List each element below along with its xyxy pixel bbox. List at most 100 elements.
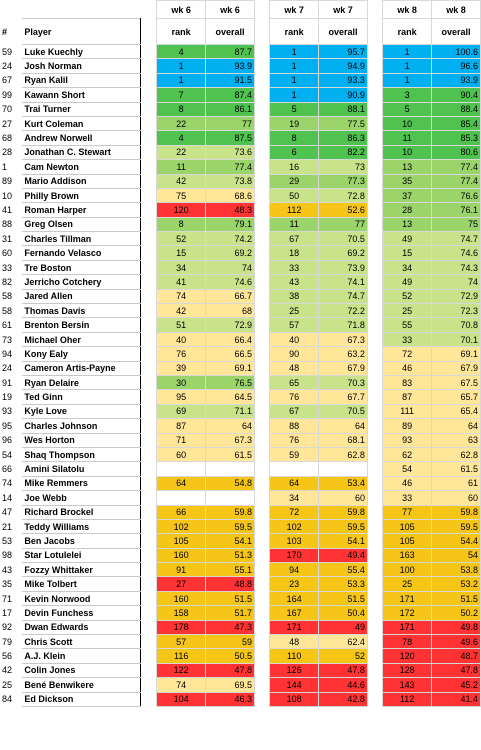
blank-cell — [254, 217, 270, 232]
wk7-rank-week-header: wk 7 — [269, 0, 320, 19]
table-row: 27 Kurt Coleman 22 77 19 77.5 10 85.4 — [0, 115, 481, 132]
wk8-overall-cell: 49.6 — [431, 634, 481, 650]
jersey-number-cell: 96 — [2, 435, 13, 446]
jersey-number-cell: 24 — [2, 61, 13, 72]
blank-cell — [254, 692, 270, 707]
blank-cell — [367, 174, 383, 189]
blank-cell — [254, 116, 270, 131]
wk6-rank-cell: 74 — [156, 288, 207, 305]
wk7-rank-cell: 18 — [269, 245, 320, 261]
wk8-rank-cell: 15 — [382, 245, 433, 261]
wk7-rank-cell: 19 — [269, 115, 320, 132]
wk8-rank-cell: 54 — [382, 461, 433, 477]
blank-cell — [254, 476, 270, 491]
blank-cell — [254, 605, 270, 621]
jersey-number-cell: 54 — [2, 449, 13, 460]
wk6-overall-cell: 55.1 — [205, 562, 255, 578]
wk6-rank-cell — [156, 461, 207, 477]
wk8-overall-cell: 70.1 — [431, 331, 481, 348]
blank-cell — [140, 18, 157, 45]
blank-cell — [254, 663, 270, 678]
wk8-rank-cell: 10 — [382, 144, 433, 161]
wk8-overall-cell: 72.3 — [431, 303, 481, 319]
blank-cell — [254, 533, 270, 549]
wk7-overall-cell: 69.2 — [318, 245, 368, 261]
player-name-cell: Ryan Delaire — [22, 374, 141, 391]
blank-cell — [140, 130, 157, 146]
wk7-rank-cell: 40 — [269, 331, 320, 348]
jersey-number-cell: 21 — [2, 521, 13, 532]
blank-cell — [140, 562, 157, 577]
wk6-rank-cell: 60 — [156, 446, 207, 463]
wk8-rank-header: rank — [382, 18, 433, 45]
blank-cell — [140, 361, 157, 376]
wk7-overall-cell: 67.3 — [318, 331, 368, 348]
jersey-number-cell: 56 — [2, 651, 13, 662]
jersey-number-cell: 92 — [2, 622, 13, 633]
wk6-rank-cell: 1 — [156, 72, 207, 89]
wk6-overall-header: overall — [205, 18, 255, 45]
blank-cell — [254, 389, 270, 405]
wk6-rank-cell: 11 — [156, 159, 207, 175]
wk7-rank-cell: 102 — [269, 518, 320, 535]
table-row: 47 Richard Brockel 66 59.8 72 59.8 77 59.8 — [0, 504, 481, 520]
wk6-rank-week-header: wk 6 — [156, 0, 207, 19]
blank-cell — [140, 44, 157, 59]
wk7-overall-cell: 49 — [318, 619, 368, 636]
blank-cell — [140, 231, 157, 246]
blank-cell — [140, 490, 157, 505]
blank-cell — [254, 447, 270, 462]
wk7-rank-cell: 57 — [269, 317, 320, 333]
blank-cell — [367, 73, 383, 88]
wk8-rank-cell: 10 — [382, 115, 433, 132]
wk6-overall-cell: 66.5 — [205, 346, 255, 362]
blank-cell — [367, 562, 383, 577]
wk7-rank-cell: 48 — [269, 634, 320, 650]
blank-cell — [367, 245, 383, 261]
wk6-overall-cell: 51.3 — [205, 547, 255, 564]
table-row: 66 Amini Silatolu 54 61.5 — [0, 461, 481, 477]
blank-cell — [254, 677, 270, 693]
wk8-overall-cell: 53.8 — [431, 562, 481, 578]
player-name-cell: Cameron Artis-Payne — [22, 360, 141, 376]
jersey-number-cell: 98 — [2, 550, 13, 561]
player-name-cell: Colin Jones — [22, 662, 141, 679]
blank-cell — [140, 188, 157, 203]
blank-cell — [367, 116, 383, 131]
blank-cell — [367, 202, 383, 218]
player-name-cell: Roman Harper — [22, 202, 141, 218]
wk8-rank-cell: 78 — [382, 634, 433, 650]
blank-cell — [254, 562, 270, 577]
wk6-rank-cell: 105 — [156, 533, 207, 549]
player-name-cell: Andrew Norwell — [22, 130, 141, 146]
wk7-rank-cell: 67 — [269, 403, 320, 420]
blank-cell — [254, 245, 270, 261]
blank-cell — [140, 620, 157, 635]
wk6-rank-cell — [156, 490, 207, 506]
player-name-cell: Kurt Coleman — [22, 115, 141, 132]
wk8-overall-cell: 74 — [431, 274, 481, 290]
wk8-overall-cell: 80.6 — [431, 144, 481, 161]
player-name-cell: Kevin Norwood — [22, 590, 141, 607]
player-name-cell: Thomas Davis — [22, 303, 141, 319]
blank-cell — [140, 677, 157, 693]
wk6-rank-cell: 76 — [156, 346, 207, 362]
blank-cell — [367, 303, 383, 318]
wk8-overall-cell: 41.4 — [431, 691, 481, 707]
table-row: 33 Tre Boston 34 74 33 73.9 34 74.3 — [0, 259, 481, 276]
blank-cell — [254, 87, 270, 103]
wk7-overall-cell: 77.5 — [318, 115, 368, 132]
blank-cell — [254, 174, 270, 189]
table-row: 67 Ryan Kalil 1 91.5 1 93.3 1 93.9 — [0, 72, 481, 89]
blank-cell — [254, 102, 270, 117]
wk6-rank-header: rank — [156, 18, 207, 45]
jersey-number-cell: 35 — [2, 579, 13, 590]
blank-cell — [254, 0, 270, 19]
blank-cell — [367, 0, 383, 19]
blank-cell — [254, 332, 270, 347]
table-row: 25 Bené Benwikere 74 69.5 144 44.6 143 45.2 — [0, 677, 481, 693]
blank-cell — [367, 648, 383, 664]
wk8-rank-cell: 93 — [382, 432, 433, 448]
wk8-overall-cell: 60 — [431, 490, 481, 506]
player-name-cell: Kawann Short — [22, 87, 141, 103]
